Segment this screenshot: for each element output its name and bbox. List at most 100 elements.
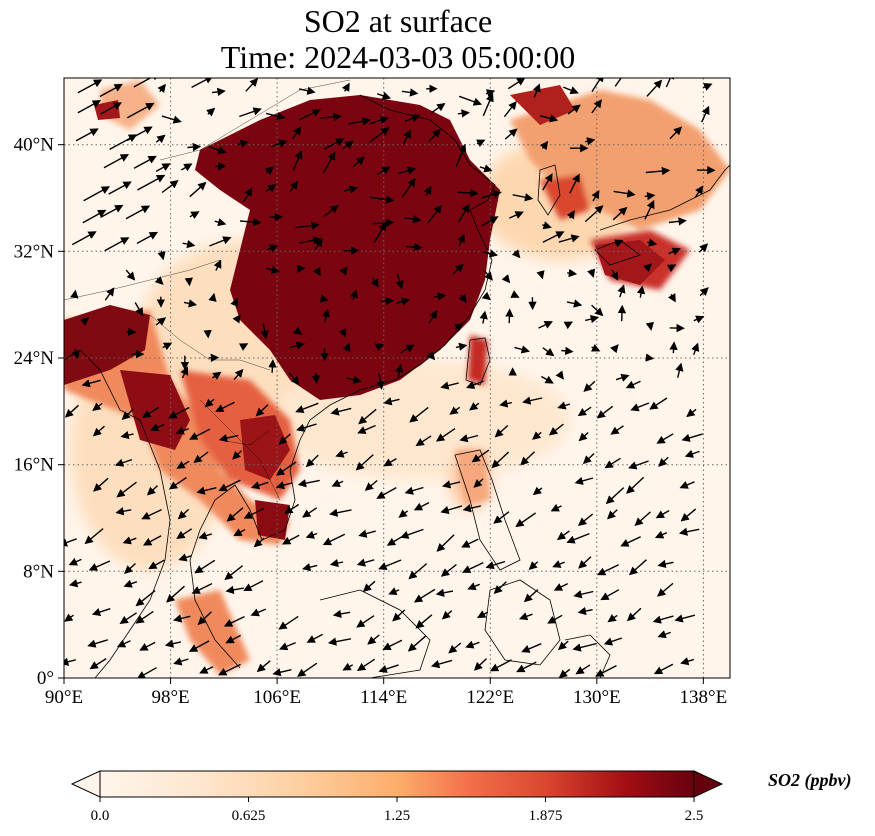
wind-arrow <box>625 380 641 389</box>
wind-arrow <box>64 657 76 666</box>
wind-arrow <box>448 642 462 654</box>
lon-tick-label: 90°E <box>45 687 83 708</box>
wind-arrow <box>541 375 554 384</box>
wind-arrow <box>187 142 202 152</box>
wind-arrow <box>674 614 696 623</box>
wind-arrow <box>620 536 641 547</box>
wind-arrow <box>409 406 429 423</box>
wind-arrow <box>459 434 479 443</box>
wind-arrow <box>137 174 166 191</box>
wind-arrow <box>79 317 90 326</box>
wind-arrow <box>194 559 216 574</box>
wind-arrow <box>322 151 336 174</box>
wind-arrow <box>226 507 244 522</box>
wind-arrow <box>665 78 675 88</box>
wind-arrow <box>628 559 647 576</box>
wind-arrow <box>383 457 397 467</box>
wind-arrow <box>681 433 703 442</box>
wind-arrow <box>82 209 107 224</box>
wind-arrow <box>407 635 427 652</box>
wind-arrow <box>569 173 580 194</box>
colorbar: 0.0 0.625 1.25 1.875 2.5 <box>70 770 724 824</box>
wind-arrow <box>230 297 239 307</box>
wind-arrow <box>155 134 166 144</box>
wind-arrow <box>91 608 111 617</box>
wind-arrow <box>567 268 578 278</box>
wind-arrow <box>218 479 241 492</box>
wind-arrow <box>176 460 190 469</box>
wind-arrow <box>563 321 574 330</box>
wind-arrow <box>415 435 432 447</box>
wind-arrow <box>292 150 303 171</box>
wind-arrow <box>279 641 296 651</box>
wind-arrow <box>667 293 676 303</box>
wind-arrow <box>281 534 300 545</box>
wind-arrow <box>133 155 157 169</box>
wind-arrow <box>691 342 700 355</box>
wind-arrow <box>680 657 694 666</box>
wind-arrow <box>612 206 628 221</box>
wind-arrow <box>191 582 213 594</box>
wind-arrow <box>193 451 209 464</box>
wind-arrow <box>441 610 453 620</box>
wind-arrow <box>81 379 101 388</box>
wind-arrow <box>532 486 543 496</box>
wind-arrow <box>515 512 536 528</box>
wind-arrow <box>224 565 244 581</box>
wind-arrow <box>603 637 623 646</box>
wind-arrow <box>693 315 705 324</box>
wind-arrow <box>461 538 479 548</box>
wind-arrow <box>413 501 430 511</box>
wind-arrow <box>479 310 488 324</box>
wind-arrow <box>243 507 265 519</box>
wind-arrow <box>239 107 262 118</box>
wind-arrow <box>349 289 358 301</box>
wind-arrow <box>542 231 565 243</box>
wind-arrow <box>177 508 190 520</box>
wind-arrow <box>295 402 319 414</box>
wind-arrow <box>507 78 526 90</box>
wind-arrow <box>595 664 617 677</box>
wind-arrow <box>87 639 109 648</box>
wind-arrow <box>577 513 594 526</box>
wind-arrow <box>278 615 299 630</box>
wind-arrow <box>115 507 132 516</box>
wind-arrow <box>591 189 600 202</box>
wind-arrow <box>636 285 646 298</box>
wind-arrow <box>465 380 484 389</box>
wind-arrow <box>457 233 465 247</box>
colorbar-tick-label: 1.25 <box>384 808 410 824</box>
wind-arrow <box>668 217 687 226</box>
wind-arrow <box>653 663 674 675</box>
wind-arrow <box>126 126 153 142</box>
wind-arrow <box>358 408 377 425</box>
wind-arrow <box>242 187 253 203</box>
wind-arrow <box>610 344 619 354</box>
lat-tick-label: 0° <box>37 668 54 689</box>
wind-arrow <box>542 173 553 191</box>
wind-arrow <box>675 362 684 378</box>
wind-arrow <box>645 353 655 362</box>
wind-arrow <box>348 117 371 126</box>
wind-arrow <box>338 328 347 338</box>
wind-arrow <box>342 662 354 671</box>
wind-arrow <box>125 205 151 220</box>
wind-arrow <box>401 177 416 198</box>
wind-arrow <box>373 221 387 244</box>
wind-arrow <box>479 164 493 173</box>
wind-arrow <box>223 615 245 627</box>
wind-arrow <box>558 234 580 243</box>
wind-arrow <box>493 511 510 524</box>
wind-arrow <box>70 289 79 299</box>
wind-arrow <box>218 433 239 443</box>
wind-arrow <box>104 237 130 252</box>
wind-arrow <box>522 396 543 405</box>
wind-arrow <box>610 269 619 281</box>
wind-arrow <box>457 109 470 118</box>
wind-arrow <box>265 183 277 193</box>
wind-arrow <box>626 476 645 494</box>
lat-tick-label: 40°N <box>14 135 55 156</box>
wind-arrow <box>120 430 134 440</box>
wind-arrow <box>162 342 173 351</box>
